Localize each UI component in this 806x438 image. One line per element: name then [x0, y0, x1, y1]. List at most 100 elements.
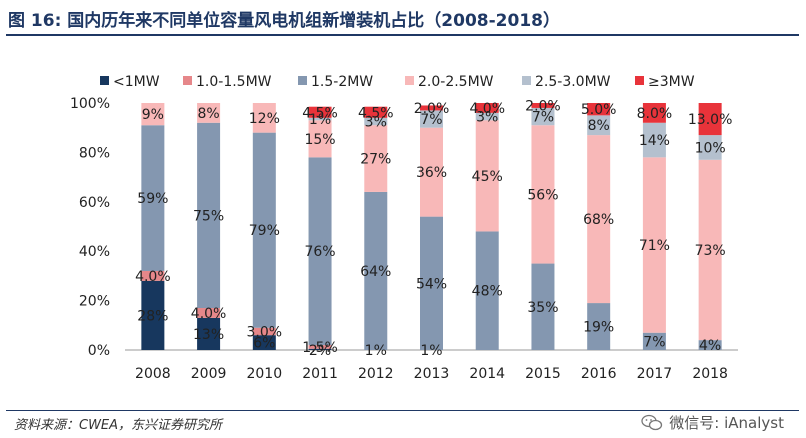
data-label: 73%: [695, 243, 726, 259]
x-tick-label: 2010: [246, 366, 282, 382]
bar-segment: [420, 127, 443, 217]
bar-segment: [308, 106, 332, 118]
bar-segment: [197, 103, 221, 123]
y-tick-label: 0%: [88, 343, 110, 359]
bar-segment: [698, 159, 722, 341]
y-axis: 0% 20% 40% 60% 80% 100%: [70, 96, 738, 359]
bar-segment: [587, 115, 611, 136]
data-label: 3.0%: [247, 324, 283, 340]
bar-segment: [587, 103, 611, 116]
bar-segment: [141, 125, 165, 271]
legend-swatch: [405, 76, 414, 85]
bar-segment: [698, 135, 722, 160]
x-tick-label: 2016: [581, 366, 617, 382]
bar-segment: [698, 103, 722, 136]
data-label: 45%: [472, 169, 503, 185]
source-note: 资料来源：CWEA，东兴证券研究所: [14, 418, 223, 433]
data-label: 1%: [365, 343, 387, 359]
data-label: 13.0%: [688, 112, 732, 128]
data-label: 4.0%: [191, 306, 227, 322]
data-label: 2.0%: [414, 101, 450, 117]
bar-segment: [531, 107, 555, 126]
bar-segment: [308, 157, 332, 346]
data-label: 4.5%: [302, 105, 338, 121]
data-label: 7%: [532, 110, 554, 126]
y-tick-label: 100%: [70, 96, 110, 112]
bar-segment: [531, 103, 555, 108]
bar-segment: [141, 280, 165, 350]
data-label: 2%: [309, 343, 331, 359]
watermark: 微信号: iAnalyst: [641, 412, 784, 433]
bar-segment: [141, 270, 165, 281]
y-tick-label: 40%: [79, 244, 110, 260]
bar-segment: [420, 110, 443, 128]
y-tick-label: 60%: [79, 195, 110, 211]
bar-segment: [141, 103, 165, 126]
x-tick-label: 2017: [637, 366, 673, 382]
bar-segment: [475, 103, 499, 113]
x-tick-label: 2014: [469, 366, 505, 382]
legend-label: <1MW: [113, 74, 160, 90]
x-tick-label: 2008: [135, 366, 171, 382]
bar-segment: [642, 332, 666, 350]
bar-segment: [475, 120, 499, 232]
data-label: 56%: [527, 187, 558, 203]
bar-segment: [420, 105, 443, 111]
y-tick-label: 80%: [79, 145, 110, 161]
bar-segment: [197, 317, 221, 350]
legend-label: 1.5-2MW: [311, 74, 373, 90]
footer-divider: [6, 410, 799, 411]
legend-label: ≥3MW: [648, 74, 695, 90]
data-label: 12%: [249, 111, 280, 127]
legend-label: 2.5-3.0MW: [535, 74, 611, 90]
bar-segment: [587, 303, 611, 350]
legend-label: 2.0-2.5MW: [418, 74, 494, 90]
data-label: 71%: [639, 238, 670, 254]
legend-label: 1.0-1.5MW: [196, 74, 272, 90]
data-label: 3%: [476, 110, 498, 126]
data-label: 48%: [472, 284, 503, 300]
x-tick-label: 2018: [692, 366, 728, 382]
bar-segment: [308, 345, 332, 349]
y-tick-label: 20%: [79, 294, 110, 310]
data-label: 35%: [527, 300, 558, 316]
legend-swatch: [522, 76, 531, 85]
bar-segment: [642, 157, 666, 333]
stacked-bar-chart: <1MW 1.0-1.5MW 1.5-2MW 2.0-2.5MW 2.5-3.0MW ≥3…: [70, 74, 738, 382]
data-label: 10%: [695, 140, 726, 156]
x-tick-label: 2015: [525, 366, 561, 382]
chart-title: 图 16: 国内历年来不同单位容量风电机组新增装机占比（2008-2018）: [8, 11, 560, 31]
data-label: 4.0%: [469, 101, 505, 117]
data-label: 1%: [420, 343, 442, 359]
bar-segment: [642, 122, 666, 158]
data-label: 54%: [416, 276, 447, 292]
data-label: 64%: [360, 264, 391, 280]
data-label: 15%: [304, 132, 335, 148]
data-label: 4.0%: [135, 269, 171, 285]
data-labels: 28% 4.0% 59% 9% 13% 4.0% 75% 8% 6%3.0% 79% 12% 1.5%…: [135, 98, 732, 359]
data-label: 7%: [643, 334, 665, 350]
data-label: 7%: [420, 112, 442, 128]
bar-segment: [252, 335, 276, 350]
bar-segment: [197, 122, 221, 309]
wechat-icon: [641, 414, 663, 430]
bars: [141, 103, 722, 350]
data-label: 8%: [588, 118, 610, 134]
legend-swatch: [635, 76, 644, 85]
data-label: 75%: [193, 208, 224, 224]
bar-segment: [420, 216, 443, 350]
x-tick-label: 2009: [191, 366, 227, 382]
data-label: 3%: [365, 115, 387, 131]
x-tick-label: 2013: [414, 366, 450, 382]
legend-swatch: [183, 76, 192, 85]
data-label: 4%: [699, 338, 721, 354]
bar-segment: [252, 327, 276, 336]
bar-segment: [587, 135, 611, 304]
data-label: 68%: [583, 212, 614, 228]
bar-segment: [475, 112, 499, 121]
data-label: 79%: [249, 223, 280, 239]
bar-segment: [252, 132, 276, 328]
x-axis: 2008 2009 2010 2011 2012 2013 2014 2015 2016 2017…: [135, 366, 728, 382]
bar-segment: [308, 348, 332, 350]
data-label: 5.0%: [581, 102, 617, 118]
